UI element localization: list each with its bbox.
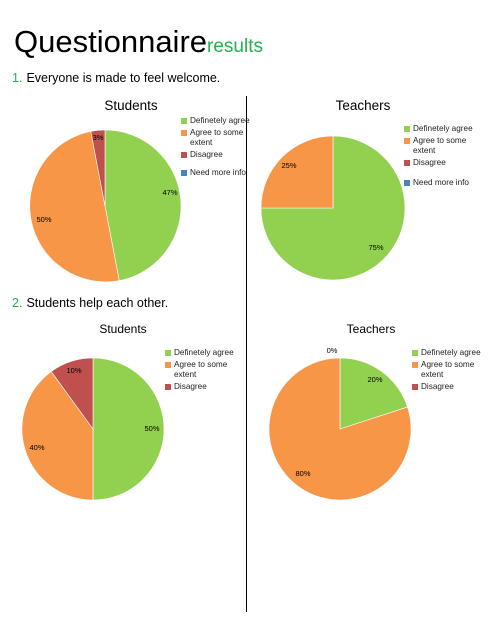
chart-2-legend: Definetely agree Agree to some extent Disa… <box>404 124 474 190</box>
chart-1-slice-label-3: 3% <box>93 133 104 142</box>
chart-2-legend-swatch <box>404 180 410 186</box>
chart-1-legend-item: Agree to some extent <box>181 128 251 148</box>
chart-4-slices <box>268 357 412 501</box>
chart-3-slice-label-1: 50% <box>144 424 159 433</box>
chart-3-slice-3 <box>50 357 94 430</box>
question-1: 1. Everyone is made to feel welcome. <box>12 71 220 85</box>
chart-1-legend-swatch <box>181 170 187 176</box>
chart-3-slice-label-3: 10% <box>66 366 81 375</box>
chart-4-legend-label: Disagree <box>421 382 454 391</box>
chart-4-legend-swatch <box>412 362 418 368</box>
chart-1-legend-item: Definetely agree <box>181 116 251 126</box>
chart-4-legend-item: Agree to some extent <box>412 360 482 380</box>
chart-1-slice-3 <box>90 129 106 207</box>
chart-2-legend-swatch <box>404 160 410 166</box>
question-1-text: Everyone is made to feel welcome. <box>26 71 221 85</box>
page-title-sub: results <box>207 36 263 57</box>
chart-4-legend-swatch <box>412 350 418 356</box>
chart-4-legend-label: Agree to some extent <box>421 360 475 379</box>
chart-3-legend-item: Disagree <box>165 382 237 392</box>
chart-4-legend-label: Definetely agree <box>421 348 481 357</box>
chart-4-slice-2 <box>268 357 412 501</box>
chart-3-legend-swatch <box>165 362 171 368</box>
chart-3-legend-swatch <box>165 384 171 390</box>
chart-2-legend-label: Agree to some extent <box>413 136 467 155</box>
chart-4-legend: Definetely agree Agree to some extent Disa… <box>412 348 482 394</box>
chart-4-legend-item: Definetely agree <box>412 348 482 358</box>
column-divider <box>246 96 247 612</box>
question-1-number: 1. <box>12 71 23 85</box>
chart-2-legend-label: Need more info <box>413 178 469 187</box>
chart-3-legend-label: Definetely agree <box>174 348 234 357</box>
chart-2-slice-label-1: 75% <box>368 243 383 252</box>
chart-3-slice-label-2: 40% <box>29 443 44 452</box>
chart-1-legend-label: Agree to some extent <box>190 128 244 147</box>
chart-2-legend-item: Need more info <box>404 178 474 188</box>
chart-1-slices <box>29 129 182 283</box>
question-2-number: 2. <box>12 296 23 310</box>
chart-1-legend-label: Disagree <box>190 150 223 159</box>
chart-1-slice-2 <box>29 130 120 283</box>
chart-1-legend-swatch <box>181 130 187 136</box>
page-title: Questionnaireresults <box>14 24 263 60</box>
chart-3-legend-item: Agree to some extent <box>165 360 237 380</box>
chart-1-slice-1 <box>104 129 182 282</box>
chart-4-slice-label-2: 80% <box>295 469 310 478</box>
chart-3-title: Students <box>99 322 147 336</box>
chart-2-legend-item: Agree to some extent <box>404 136 474 156</box>
chart-1-slice-label-2: 50% <box>36 215 51 224</box>
chart-3-legend-item: Definetely agree <box>165 348 237 358</box>
chart-2-legend-label: Disagree <box>413 158 446 167</box>
chart-1-legend: Definetely agree Agree to some extent Disa… <box>181 116 251 180</box>
chart-2-legend-swatch <box>404 138 410 144</box>
chart-1-legend-label: Definetely agree <box>190 116 250 125</box>
chart-3-slice-2 <box>21 371 94 501</box>
chart-4-slice-label-1: 20% <box>367 375 382 384</box>
chart-3-legend: Definetely agree Agree to some extent Disa… <box>165 348 237 394</box>
chart-3-legend-label: Agree to some extent <box>174 360 228 379</box>
chart-2-legend-swatch <box>404 126 410 132</box>
chart-3-legend-swatch <box>165 350 171 356</box>
chart-1-legend-swatch <box>181 152 187 158</box>
chart-2-slice-label-2: 25% <box>281 161 296 170</box>
chart-4-legend-swatch <box>412 384 418 390</box>
chart-4-slice-1 <box>339 357 408 430</box>
chart-2-legend-label: Definetely agree <box>413 124 473 133</box>
chart-4-title: Teachers <box>346 322 396 336</box>
chart-4-slice-label-3: 0% <box>327 346 338 355</box>
page-title-main: Questionnaire <box>14 24 208 59</box>
chart-1-legend-item: Need more info <box>181 168 251 178</box>
chart-3-slice-1 <box>92 357 165 501</box>
chart-1-legend-label: Need more info <box>190 168 246 177</box>
chart-3-legend-label: Disagree <box>174 382 207 391</box>
question-2-text: Students help each other. <box>26 296 169 310</box>
chart-1-slice-label-1: 47% <box>162 188 177 197</box>
chart-2-slice-2 <box>260 135 334 209</box>
chart-2-legend-item: Definetely agree <box>404 124 474 134</box>
chart-2-title: Teachers <box>335 98 391 113</box>
chart-2-legend-item: Disagree <box>404 158 474 168</box>
chart-3-slices <box>21 357 165 501</box>
question-2: 2. Students help each other. <box>12 296 168 310</box>
chart-2-slices <box>260 135 406 281</box>
chart-4-legend-item: Disagree <box>412 382 482 392</box>
chart-1-title: Students <box>104 98 158 113</box>
chart-1-legend-swatch <box>181 118 187 124</box>
chart-1-legend-item: Disagree <box>181 150 251 160</box>
